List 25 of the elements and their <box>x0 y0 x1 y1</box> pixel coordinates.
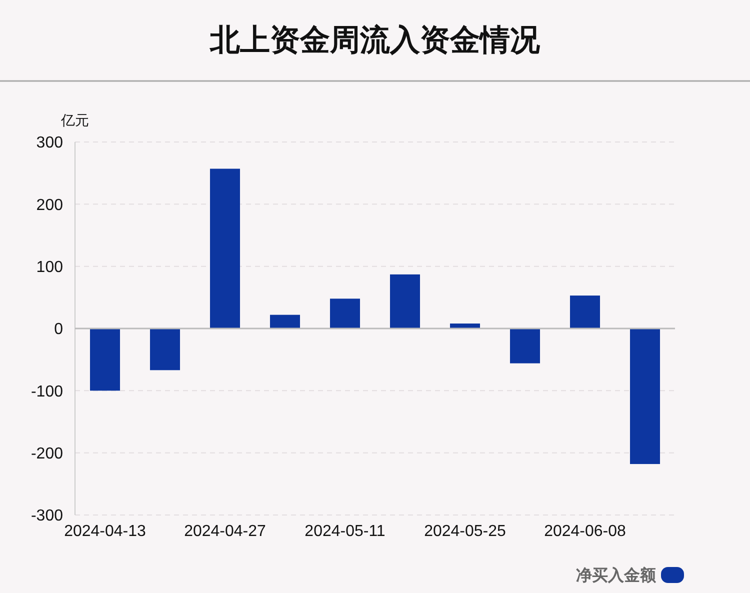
bar <box>570 296 600 328</box>
bar <box>330 298 360 328</box>
x-tick-label: 2024-04-27 <box>184 523 266 540</box>
y-tick-label: -300 <box>30 508 64 525</box>
x-tick-label: 2024-05-11 <box>304 523 386 540</box>
y-tick-label: 200 <box>36 196 64 214</box>
bar <box>90 328 120 391</box>
y-tick-label: -200 <box>30 445 64 462</box>
x-tick-label: 2024-04-13 <box>64 523 146 540</box>
legend-label: 净买入金额 <box>576 566 657 585</box>
bar <box>450 324 480 328</box>
bar <box>390 274 420 328</box>
x-tick-label: 2024-06-08 <box>544 523 626 540</box>
bar <box>510 328 540 364</box>
bar <box>630 328 660 464</box>
y-tick-label: 100 <box>36 258 64 276</box>
y-axis-title: 亿元 <box>60 112 89 128</box>
chart-title: 北上资金周流入资金情况 <box>209 23 541 57</box>
bar <box>150 328 180 370</box>
y-tick-label: -100 <box>30 383 64 400</box>
bar <box>270 314 300 328</box>
bar <box>210 168 240 328</box>
y-tick-label: 0 <box>54 321 64 338</box>
y-tick-label: 300 <box>36 134 64 152</box>
x-tick-label: 2024-05-25 <box>424 523 506 540</box>
